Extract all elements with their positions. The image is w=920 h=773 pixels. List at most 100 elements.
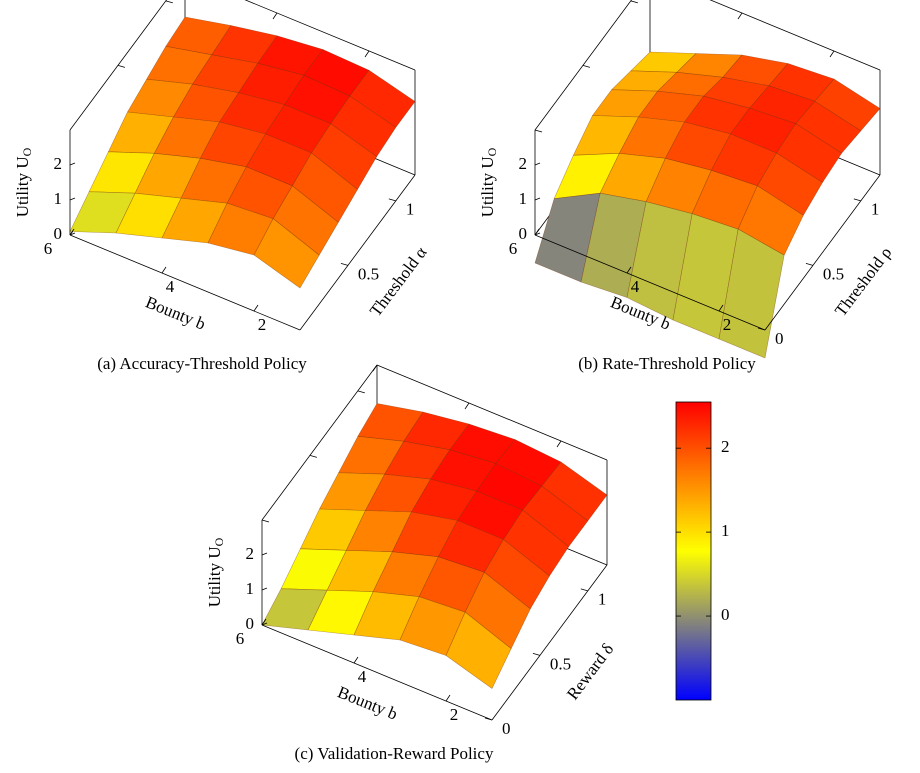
y-tick (532, 653, 541, 656)
x-tick (556, 440, 562, 448)
x-tick-label: 4 (358, 667, 367, 686)
colorbar-tick-label: 1 (721, 521, 730, 540)
x-tick (737, 12, 743, 20)
x-tick-label: 6 (509, 239, 518, 258)
surface-patch (626, 201, 693, 321)
z-tick-label: 2 (54, 154, 63, 173)
y-tick (534, 129, 543, 133)
y-tick (117, 65, 126, 68)
surface-patch (522, 485, 589, 547)
z-tick-label: 1 (519, 189, 528, 208)
surface-patch (411, 478, 477, 521)
y-axis-label: Reward δ (563, 640, 617, 703)
x-tick-label: 6 (44, 239, 53, 258)
y-tick (261, 519, 270, 523)
caption: (a) Accuracy-Threshold Policy (97, 354, 307, 373)
surface-patch (573, 115, 639, 156)
colorbar-tick-label: 2 (721, 437, 730, 456)
y-tick-label: 1 (871, 200, 880, 219)
x-tick (372, 364, 378, 372)
z-tick (534, 162, 541, 166)
z-tick-label: 1 (54, 189, 63, 208)
y-tick (340, 263, 349, 266)
x-tick (626, 266, 632, 274)
x-axis-line (69, 234, 301, 331)
y-tick (757, 327, 766, 331)
x-tick-label: 2 (258, 315, 267, 334)
box-edge (709, 0, 881, 71)
x-tick (534, 228, 540, 236)
y-tick-label: 1 (598, 590, 607, 609)
y-tick (805, 263, 814, 266)
z-tick (69, 232, 76, 236)
x-tick (69, 228, 75, 236)
x-tick (261, 618, 267, 626)
z-tick (261, 552, 268, 556)
box-edge (69, 0, 167, 131)
y-tick-label: 0 (775, 329, 784, 348)
x-tick (829, 50, 835, 58)
caption: (c) Validation-Reward Policy (295, 744, 494, 763)
x-tick (253, 304, 259, 312)
surface-patch (272, 185, 339, 256)
z-axis-label: Utility UO (478, 147, 499, 217)
surface-patch (357, 403, 424, 442)
z-axis-label: Utility UO (13, 147, 34, 217)
z-tick (261, 622, 268, 626)
z-tick-label: 0 (519, 224, 528, 243)
colorbar-tick-label: 0 (721, 605, 730, 624)
z-tick-label: 0 (54, 224, 63, 243)
x-tick-label: 2 (450, 705, 459, 724)
x-tick-label: 4 (631, 277, 640, 296)
y-tick (388, 198, 396, 202)
surface-patch (676, 53, 743, 78)
box-edge (534, 0, 632, 131)
x-tick-label: 4 (166, 277, 175, 296)
surface-patch (292, 152, 358, 223)
z-axis-label-main: Utility U (13, 156, 32, 217)
x-tick (464, 402, 470, 410)
z-tick (534, 232, 541, 236)
x-tick (718, 304, 724, 312)
y-tick-label: 0.5 (550, 654, 571, 673)
surface-patch (457, 490, 523, 540)
x-tick-label: 6 (236, 629, 245, 648)
surface-patch (311, 123, 377, 190)
z-axis-label-sub: O (20, 147, 34, 156)
x-axis-label: Bounty b (335, 682, 400, 723)
z-tick (69, 162, 76, 166)
box-edge (376, 364, 608, 461)
y-tick-label: 0 (502, 719, 511, 738)
z-tick (69, 197, 76, 201)
y-tick-label: 1 (406, 200, 415, 219)
y-tick (357, 390, 365, 394)
surface-patch (672, 213, 739, 340)
y-tick (630, 0, 638, 4)
y-tick (853, 198, 861, 202)
x-tick (272, 12, 278, 20)
z-tick-label: 1 (246, 579, 255, 598)
surface-patch (638, 90, 704, 123)
surface-patch (146, 46, 213, 85)
z-tick-label: 0 (246, 614, 255, 633)
z-axis-label-sub: O (485, 147, 499, 156)
x-tick (353, 656, 359, 664)
surface-patch (580, 192, 647, 298)
surface-patch (534, 192, 601, 283)
y-tick-label: 0.5 (823, 264, 844, 283)
z-axis-label-main: Utility U (478, 156, 497, 217)
y-tick (165, 0, 173, 4)
y-tick-label: 0.5 (358, 264, 379, 283)
y-tick (484, 717, 493, 721)
z-axis-label: Utility UO (205, 537, 226, 607)
x-axis-label: Bounty b (143, 292, 208, 333)
surface-patch (349, 69, 416, 128)
x-tick-label: 2 (723, 315, 732, 334)
y-tick (582, 65, 591, 68)
z-tick-label: 2 (246, 544, 255, 563)
x-axis-line (261, 624, 493, 721)
z-tick-label: 2 (519, 154, 528, 173)
z-tick (534, 197, 541, 201)
x-tick (445, 694, 451, 702)
